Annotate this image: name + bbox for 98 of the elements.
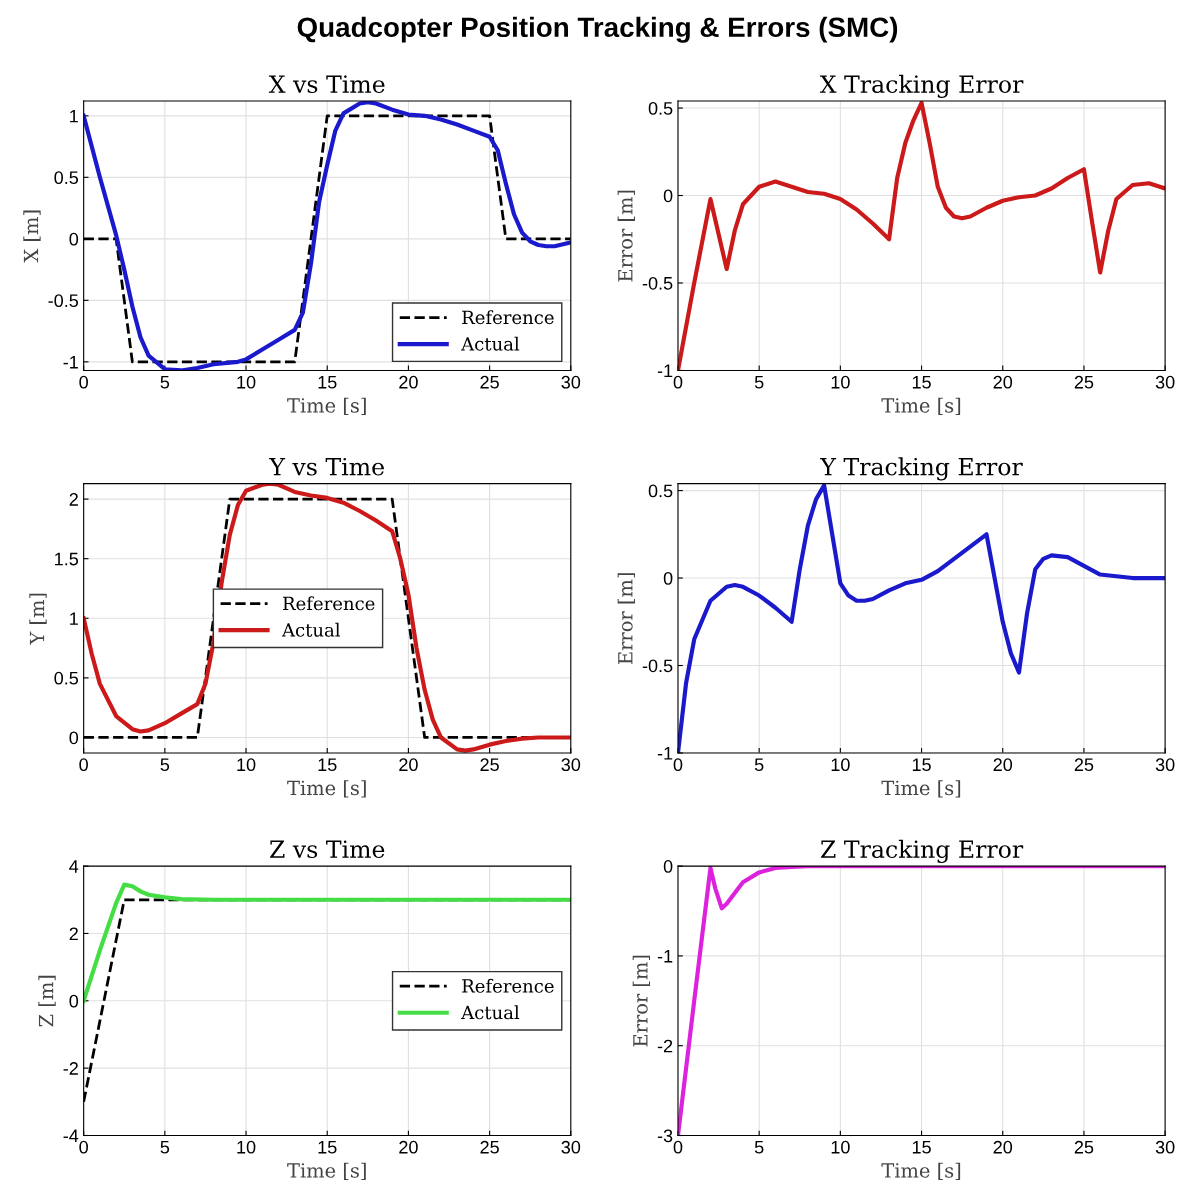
y-axis-title: Z [m]	[38, 975, 56, 1027]
y-tick-label: 0	[663, 189, 673, 203]
x-axis-title: Time [s]	[881, 1162, 961, 1181]
x-tick-label: 10	[237, 758, 256, 772]
x-tick-label: 20	[399, 1140, 418, 1154]
line-series	[677, 483, 1166, 753]
y-tick-label: -3	[657, 1129, 673, 1143]
x-tick-label: 0	[673, 758, 683, 772]
y-tick-label: 0	[663, 860, 673, 873]
y-tick-label: 0.5	[54, 671, 79, 685]
x-tick-label: 10	[237, 1140, 256, 1154]
x-tick-label: 5	[160, 758, 170, 772]
x-tick-label: 25	[480, 1140, 499, 1154]
x-tick-label: 25	[480, 375, 499, 389]
x-tick-label: 30	[561, 375, 581, 389]
chart-title: Z vs Time	[270, 840, 385, 859]
chart-title: Z Tracking Error	[820, 839, 1024, 864]
x-tick-label: 5	[754, 375, 764, 389]
x-tick-label: 30	[1155, 1140, 1175, 1154]
line-series	[83, 882, 571, 1003]
legend-label: Actual	[461, 1005, 520, 1020]
x-axis-title: Time [s]	[287, 780, 366, 798]
chart-title: X Tracking Error	[819, 74, 1024, 98]
y-tick-label: -0.5	[642, 659, 673, 673]
line-series	[677, 866, 1166, 1136]
x-tick-label: 0	[79, 375, 88, 389]
legend-label: Actual	[461, 336, 520, 351]
x-tick-label: 0	[673, 1140, 683, 1154]
x-tick-label: 10	[237, 375, 256, 389]
y-tick-label: 0.5	[648, 484, 673, 498]
x-axis-title: Time [s]	[881, 397, 961, 416]
y-tick-label: -2	[657, 1039, 673, 1053]
x-tick-label: 15	[318, 375, 337, 389]
y-tick-label: -0.5	[642, 276, 673, 290]
y-tick-label: 0.5	[648, 102, 673, 115]
x-tick-label: 15	[912, 758, 931, 772]
x-tick-label: 5	[160, 1141, 170, 1154]
x-tick-label: 25	[1074, 758, 1094, 772]
x-tick-label: 0	[79, 1140, 88, 1154]
y-axis-title: Error [m]	[632, 955, 651, 1047]
legend-label: Reference	[462, 310, 554, 325]
y-tick-label: 0	[69, 232, 79, 246]
y-tick-label: 2	[69, 927, 78, 940]
x-axis-title: Time [s]	[881, 780, 961, 798]
x-tick-label: 30	[1155, 375, 1175, 389]
y-tick-label: 0	[663, 571, 673, 585]
y-tick-label: 1	[70, 109, 78, 123]
y-axis-title: Error [m]	[617, 573, 635, 664]
legend-label: Reference	[462, 978, 554, 993]
x-tick-label: 30	[1155, 758, 1175, 772]
x-axis-title: Time [s]	[287, 1162, 366, 1181]
x-tick-label: 30	[561, 758, 581, 772]
y-tick-label: -1	[657, 364, 673, 377]
y-tick-label: -2	[63, 1062, 78, 1075]
x-tick-label: 20	[993, 375, 1013, 389]
x-tick-label: 0	[673, 375, 683, 389]
y-tick-label: -1	[63, 355, 78, 369]
x-tick-label: 20	[993, 1140, 1013, 1154]
x-tick-label: 10	[831, 758, 850, 772]
y-tick-label: -1	[657, 950, 673, 963]
x-tick-label: 20	[399, 375, 418, 389]
x-tick-label: 30	[561, 1140, 581, 1154]
x-tick-label: 15	[912, 1141, 931, 1154]
x-tick-label: 25	[480, 758, 499, 772]
x-tick-label: 20	[993, 758, 1013, 772]
y-tick-label: 0	[69, 731, 79, 745]
chart-title: Y vs Time	[269, 457, 384, 476]
legend-label: Actual	[281, 622, 341, 637]
y-tick-label: 0	[69, 994, 79, 1008]
y-tick-label: 2	[69, 493, 78, 506]
line-series	[677, 101, 1166, 371]
x-axis-title: Time [s]	[287, 397, 366, 416]
chart-title: Y Tracking Error	[820, 457, 1023, 481]
x-tick-label: 5	[754, 758, 764, 772]
y-tick-label: -4	[63, 1129, 79, 1143]
x-tick-label: 5	[754, 1141, 764, 1154]
y-axis-title: X [m]	[23, 210, 41, 263]
y-axis-title: Error [m]	[617, 190, 635, 282]
x-tick-label: 0	[79, 758, 88, 772]
x-tick-label: 25	[1074, 1140, 1094, 1154]
y-tick-label: 1	[70, 612, 78, 625]
y-tick-label: 1.5	[55, 552, 79, 566]
y-tick-label: 4	[69, 860, 79, 873]
x-tick-label: 25	[1074, 375, 1094, 389]
chart-title: X vs Time	[268, 75, 385, 94]
x-tick-label: 15	[318, 1141, 337, 1154]
y-tick-label: -1	[657, 747, 673, 760]
y-tick-label: 0.5	[54, 171, 79, 185]
x-tick-label: 10	[831, 375, 850, 389]
x-tick-label: 15	[318, 758, 337, 772]
x-tick-label: 15	[912, 375, 931, 389]
y-tick-label: -0.5	[48, 294, 79, 308]
y-axis-title: Y [m]	[29, 593, 47, 645]
x-tick-label: 20	[399, 758, 418, 772]
text: Quadcopter Position Tracking & Errors (SMC)	[297, 16, 898, 43]
x-tick-label: 10	[831, 1140, 850, 1154]
x-tick-label: 5	[160, 375, 170, 389]
legend-label: Reference	[282, 596, 375, 611]
